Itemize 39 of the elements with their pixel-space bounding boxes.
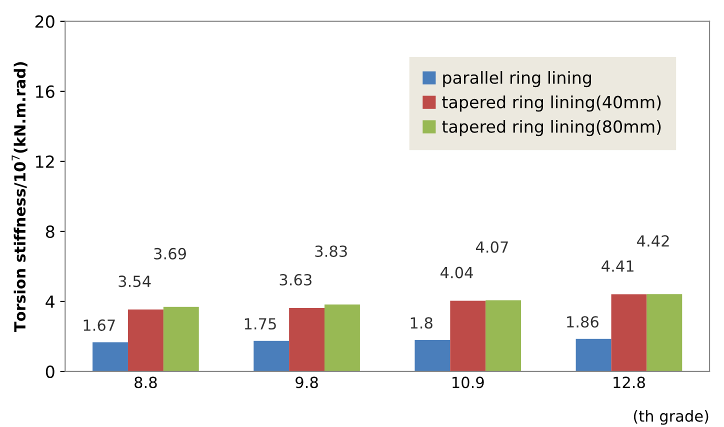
data-label: 4.04 xyxy=(440,266,473,278)
x-axis-title: (th grade) xyxy=(634,410,708,425)
data-label: 1.8 xyxy=(410,317,432,329)
x-tick-label: 8.8 xyxy=(134,376,157,388)
x-tick-label: 12.8 xyxy=(614,376,645,388)
data-label: 4.41 xyxy=(602,260,634,272)
data-label: 4.42 xyxy=(637,235,669,246)
legend-label: tapered ring lining(40mm) xyxy=(442,95,661,112)
data-label: 3.83 xyxy=(315,245,347,258)
x-tick-label: 10.9 xyxy=(452,376,484,388)
x-tick-label: 9.8 xyxy=(296,376,318,388)
data-label: 1.86 xyxy=(567,316,598,328)
bar xyxy=(254,340,290,372)
bar xyxy=(576,338,612,372)
bar xyxy=(163,306,199,372)
bar xyxy=(646,294,682,372)
data-label: 3.63 xyxy=(280,274,312,286)
y-tick-label: 16 xyxy=(36,85,54,98)
bar xyxy=(414,340,450,372)
bar xyxy=(611,294,647,372)
data-label: 4.07 xyxy=(476,241,508,253)
bar xyxy=(289,308,325,372)
y-tick-label: 4 xyxy=(46,296,55,308)
legend-label: tapered ring lining(80mm) xyxy=(442,120,661,136)
legend-label: parallel ring lining xyxy=(443,71,591,88)
y-tick-label: 12 xyxy=(36,155,54,168)
data-label: 3.54 xyxy=(118,276,151,288)
bar xyxy=(92,342,128,372)
data-label: 1.67 xyxy=(84,319,115,331)
data-label: 1.75 xyxy=(244,318,276,330)
data-label: 3.69 xyxy=(154,248,186,260)
y-axis-title: Torsion stiffness/10$^{7}$(kN.m.rad) xyxy=(12,62,28,332)
bar xyxy=(324,304,360,372)
y-tick-label: 20 xyxy=(35,15,54,28)
y-tick-label: 8 xyxy=(46,225,54,238)
bar xyxy=(450,300,486,372)
bar xyxy=(128,310,164,372)
bar xyxy=(486,300,522,372)
y-tick-label: 0 xyxy=(46,365,54,378)
